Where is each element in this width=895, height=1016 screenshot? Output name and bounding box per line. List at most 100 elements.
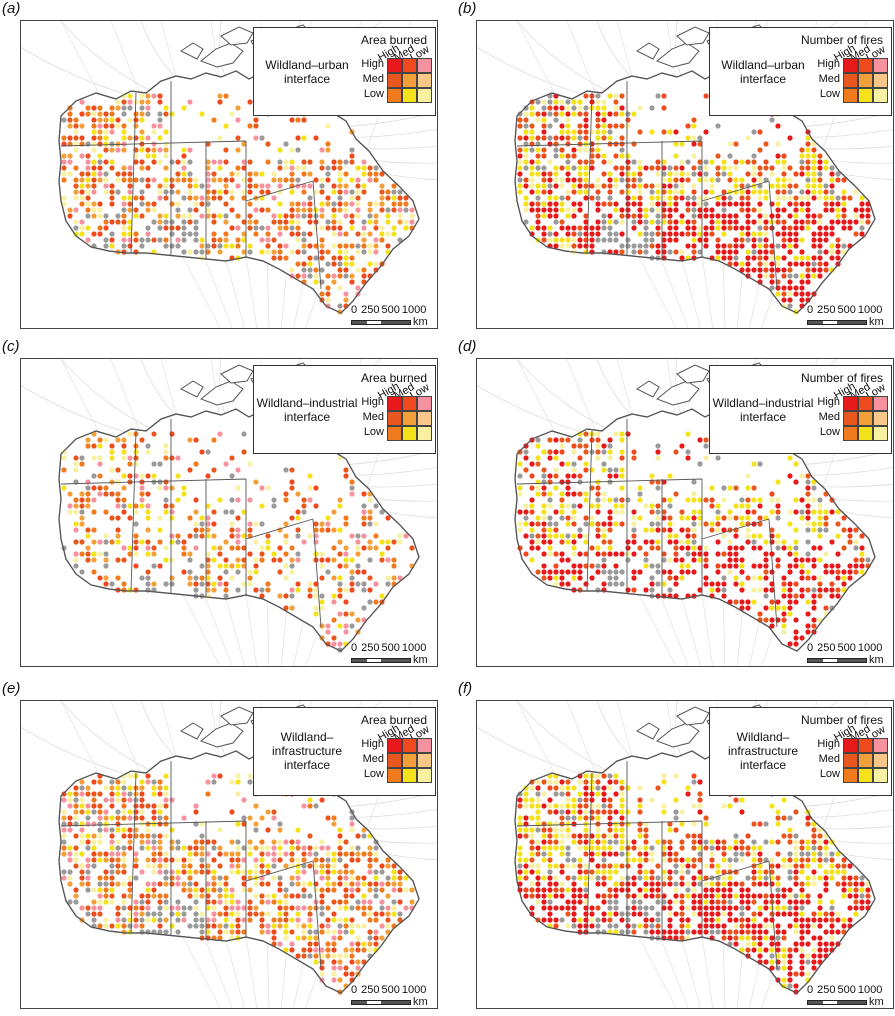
hex-cell bbox=[787, 303, 793, 309]
hex-cell bbox=[709, 911, 715, 917]
hex-cell bbox=[193, 845, 199, 851]
hex-cell bbox=[805, 165, 811, 171]
hex-cell bbox=[853, 881, 859, 887]
hex-cell bbox=[673, 231, 679, 237]
hex-cell bbox=[829, 851, 835, 857]
hex-cell bbox=[91, 857, 97, 863]
hex-cell bbox=[187, 875, 193, 881]
hex-cell bbox=[319, 213, 325, 219]
hex-cell bbox=[385, 195, 391, 201]
hex-cell bbox=[619, 189, 625, 195]
hex-cell bbox=[745, 833, 751, 839]
hex-cell bbox=[769, 117, 775, 123]
hex-cell bbox=[739, 599, 745, 605]
legend-metric-title: Area burned bbox=[360, 371, 427, 385]
hex-cell bbox=[751, 839, 757, 845]
hex-cell bbox=[73, 527, 79, 533]
hex-cell bbox=[319, 599, 325, 605]
hex-cell bbox=[661, 527, 667, 533]
hex-cell bbox=[571, 509, 577, 515]
hex-cell bbox=[751, 249, 757, 255]
hex-cell bbox=[853, 189, 859, 195]
hex-cell bbox=[247, 219, 253, 225]
hex-cell bbox=[319, 267, 325, 273]
hex-cell bbox=[691, 845, 697, 851]
hex-cell bbox=[571, 237, 577, 243]
hex-cell bbox=[673, 851, 679, 857]
hex-cell bbox=[145, 473, 151, 479]
hex-cell bbox=[271, 935, 277, 941]
hex-cell bbox=[799, 219, 805, 225]
hex-cell bbox=[253, 563, 259, 569]
hex-cell bbox=[151, 863, 157, 869]
hex-cell bbox=[307, 207, 313, 213]
hex-cell bbox=[217, 827, 223, 833]
hex-cell bbox=[307, 881, 313, 887]
hex-cell bbox=[577, 575, 583, 581]
hex-cell bbox=[79, 569, 85, 575]
hex-cell bbox=[811, 243, 817, 249]
hex-cell bbox=[799, 557, 805, 563]
hex-cell bbox=[835, 569, 841, 575]
hex-cell bbox=[115, 863, 121, 869]
hex-cell bbox=[787, 189, 793, 195]
hex-cell bbox=[217, 99, 223, 105]
hex-cell bbox=[577, 207, 583, 213]
hex-cell bbox=[355, 545, 361, 551]
hex-cell bbox=[805, 201, 811, 207]
hex-cell bbox=[157, 863, 163, 869]
hex-cell bbox=[127, 431, 133, 437]
hex-cell bbox=[613, 153, 619, 159]
legend-swatch-med_low bbox=[873, 73, 888, 88]
hex-cell bbox=[763, 605, 769, 611]
hex-cell bbox=[181, 485, 187, 491]
hex-cell bbox=[157, 527, 163, 533]
hex-cell bbox=[103, 171, 109, 177]
hex-cell bbox=[253, 521, 259, 527]
hex-cell bbox=[799, 587, 805, 593]
hex-cell bbox=[91, 527, 97, 533]
hex-cell bbox=[235, 821, 241, 827]
hex-cell bbox=[769, 857, 775, 863]
hex-cell bbox=[157, 485, 163, 491]
hex-cell bbox=[121, 485, 127, 491]
hex-cell bbox=[577, 443, 583, 449]
hex-cell bbox=[391, 231, 397, 237]
hex-cell bbox=[667, 557, 673, 563]
hex-cell bbox=[271, 503, 277, 509]
hex-cell bbox=[847, 875, 853, 881]
hex-cell bbox=[775, 201, 781, 207]
hex-cell bbox=[211, 917, 217, 923]
hex-cell bbox=[679, 189, 685, 195]
hex-cell bbox=[247, 249, 253, 255]
hex-cell bbox=[541, 821, 547, 827]
hex-cell bbox=[655, 545, 661, 551]
hex-cell bbox=[697, 803, 703, 809]
hex-cell bbox=[799, 893, 805, 899]
hex-cell bbox=[313, 177, 319, 183]
hex-cell bbox=[691, 887, 697, 893]
hex-cell bbox=[283, 593, 289, 599]
hex-cell bbox=[841, 195, 847, 201]
hex-cell bbox=[313, 279, 319, 285]
hex-cell bbox=[307, 201, 313, 207]
hex-cell bbox=[169, 539, 175, 545]
hex-cell bbox=[625, 809, 631, 815]
hex-cell bbox=[817, 231, 823, 237]
hex-cell bbox=[247, 527, 253, 533]
hex-cell bbox=[583, 863, 589, 869]
hex-cell bbox=[115, 219, 121, 225]
hex-cell bbox=[193, 527, 199, 533]
hex-cell bbox=[85, 237, 91, 243]
hex-cell bbox=[307, 797, 313, 803]
hex-cell bbox=[379, 237, 385, 243]
hex-cell bbox=[631, 839, 637, 845]
hex-cell bbox=[529, 485, 535, 491]
hex-cell bbox=[529, 503, 535, 509]
hex-cell bbox=[133, 917, 139, 923]
hex-cell bbox=[655, 171, 661, 177]
hex-cell bbox=[343, 515, 349, 521]
hex-cell bbox=[763, 593, 769, 599]
hex-cell bbox=[775, 905, 781, 911]
hex-cell bbox=[541, 231, 547, 237]
